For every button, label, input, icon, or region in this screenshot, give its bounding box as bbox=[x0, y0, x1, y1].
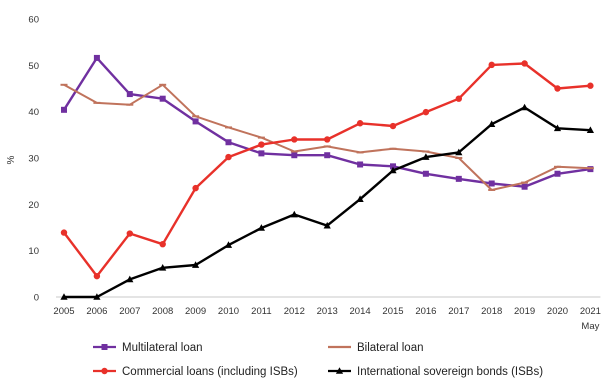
data-point bbox=[192, 184, 199, 192]
data-point bbox=[455, 148, 463, 156]
data-point bbox=[357, 161, 364, 168]
data-point bbox=[192, 261, 200, 268]
legend-item: Bilateral loan bbox=[328, 342, 423, 354]
x-tick-label: 2005 bbox=[53, 306, 74, 317]
data-point bbox=[101, 367, 108, 375]
data-point bbox=[323, 221, 331, 229]
x-tick-label: 2018 bbox=[481, 306, 502, 317]
y-tick-label: 60 bbox=[28, 15, 39, 26]
data-point bbox=[159, 95, 166, 102]
data-point bbox=[257, 224, 265, 231]
data-point bbox=[521, 60, 528, 67]
data-point bbox=[225, 153, 232, 161]
x-tick-label: 2008 bbox=[152, 306, 173, 317]
x-tick-label: 2009 bbox=[185, 306, 206, 317]
x-tick-label: 2012 bbox=[284, 306, 305, 317]
x-tick-label: 2017 bbox=[448, 306, 469, 317]
x-tick-label: 2013 bbox=[317, 306, 338, 317]
data-point bbox=[521, 103, 529, 111]
data-point bbox=[389, 166, 397, 174]
data-point bbox=[587, 82, 594, 89]
y-tick-label: 0 bbox=[34, 293, 39, 304]
data-point bbox=[126, 230, 133, 237]
data-point bbox=[126, 91, 133, 98]
data-point bbox=[389, 122, 397, 130]
data-point bbox=[192, 118, 199, 125]
data-point bbox=[554, 85, 561, 92]
x-tick-label: 2006 bbox=[86, 306, 107, 317]
legend-label: International sovereign bonds (ISBs) bbox=[357, 366, 543, 378]
data-point bbox=[554, 170, 561, 177]
y-tick-label: 40 bbox=[28, 107, 39, 118]
data-point bbox=[93, 54, 100, 61]
data-point bbox=[291, 152, 298, 159]
legend-label: Commercial loans (including ISBs) bbox=[122, 366, 298, 378]
data-point bbox=[60, 229, 68, 236]
series-line bbox=[62, 56, 591, 188]
x-tick-label: 2014 bbox=[350, 306, 371, 317]
data-point bbox=[422, 153, 430, 160]
data-point bbox=[126, 275, 134, 283]
legend-item: Multilateral loan bbox=[93, 342, 203, 354]
data-point bbox=[258, 150, 265, 157]
data-point bbox=[488, 180, 495, 187]
y-tick-label: 30 bbox=[28, 154, 39, 165]
data-point bbox=[356, 120, 364, 127]
legend-item: Commercial loans (including ISBs) bbox=[93, 366, 298, 378]
data-point bbox=[335, 367, 344, 374]
data-point bbox=[290, 210, 298, 218]
data-point bbox=[455, 175, 462, 182]
x-tick-label: 2016 bbox=[415, 306, 436, 317]
data-point bbox=[101, 344, 108, 350]
y-axis-label: % bbox=[6, 155, 17, 164]
series-0 bbox=[61, 54, 594, 190]
x-tick-label: 2007 bbox=[119, 306, 140, 317]
data-point bbox=[488, 120, 496, 127]
data-point bbox=[93, 293, 101, 300]
x-tick-label: 2021 bbox=[580, 306, 601, 317]
data-point bbox=[324, 152, 331, 159]
legend-item: International sovereign bonds (ISBs) bbox=[328, 366, 543, 378]
y-tick-label: 10 bbox=[28, 246, 39, 257]
x-tick-label: 2020 bbox=[547, 306, 568, 317]
data-point bbox=[390, 163, 396, 170]
data-point bbox=[258, 141, 265, 148]
data-point bbox=[224, 241, 233, 248]
legend-label: Multilateral loan bbox=[122, 342, 203, 354]
data-point bbox=[586, 126, 594, 133]
data-point bbox=[521, 183, 528, 190]
data-point bbox=[422, 170, 429, 177]
data-point bbox=[225, 139, 232, 146]
series-line bbox=[64, 106, 591, 299]
x-tick-label: 2011 bbox=[251, 306, 271, 317]
x-tick-label: 2019 bbox=[514, 306, 535, 317]
data-point bbox=[356, 195, 364, 203]
data-point bbox=[488, 61, 495, 69]
data-point bbox=[60, 293, 68, 300]
series-1 bbox=[60, 83, 594, 191]
data-point bbox=[553, 124, 562, 132]
axes: 0 10 20 30 40 50 60% 2005 2006 2007 2008 2009 2010 20… bbox=[6, 15, 601, 333]
x-tick-label: 2010 bbox=[218, 306, 239, 317]
data-point bbox=[324, 136, 331, 143]
data-point bbox=[422, 108, 430, 116]
series-2 bbox=[60, 60, 594, 280]
data-point bbox=[61, 106, 67, 113]
data-point bbox=[159, 240, 166, 248]
data-point bbox=[159, 264, 167, 271]
data-point bbox=[291, 136, 298, 143]
y-tick-label: 50 bbox=[28, 61, 39, 72]
x-tick-sublabel: May bbox=[581, 321, 599, 332]
legend-label: Bilateral loan bbox=[357, 342, 423, 354]
legend: Multilateral loan Bilateral loan Commercia… bbox=[93, 342, 543, 378]
x-tick-label: 2015 bbox=[382, 306, 403, 317]
series-lines bbox=[60, 54, 594, 300]
y-tick-label: 20 bbox=[28, 200, 39, 211]
series-3 bbox=[60, 103, 594, 300]
data-point bbox=[455, 95, 462, 102]
data-point bbox=[93, 272, 101, 280]
